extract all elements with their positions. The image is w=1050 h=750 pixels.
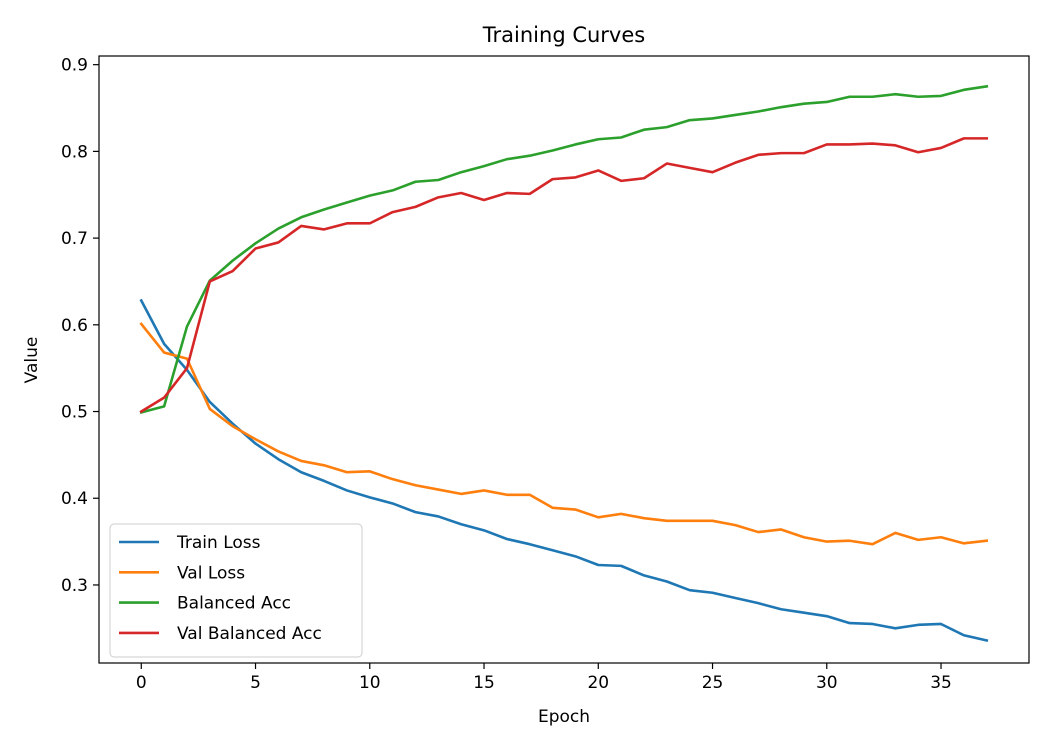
- y-tick-label: 0.9: [61, 56, 88, 76]
- y-tick-label: 0.7: [61, 229, 88, 249]
- y-tick-label: 0.8: [61, 142, 88, 162]
- x-tick-label: 35: [930, 673, 952, 693]
- y-tick-label: 0.3: [61, 576, 88, 596]
- legend-label: Train Loss: [176, 533, 261, 553]
- chart-title: Training Curves: [482, 23, 645, 47]
- legend-label: Val Loss: [177, 563, 245, 583]
- y-tick-label: 0.6: [61, 316, 88, 336]
- legend: Train Loss Val Loss Balanced Acc Val Balanc…: [109, 523, 363, 658]
- plot-area: [98, 55, 1030, 664]
- legend-box: [109, 523, 363, 658]
- x-tick-label: 15: [473, 673, 495, 693]
- x-axis-label: Epoch: [538, 707, 590, 727]
- x-tick-label: 10: [359, 673, 381, 693]
- x-axis: 0 5 10 15 20 25 30 35: [136, 663, 952, 693]
- y-axis-label: Value: [22, 337, 42, 384]
- plot-frame: [98, 55, 1030, 664]
- series-line-val-loss: [139, 322, 989, 546]
- x-tick-label: 20: [587, 673, 609, 693]
- series-line-train-loss: [139, 298, 989, 643]
- y-tick-label: 0.5: [61, 403, 88, 423]
- legend-label: Balanced Acc: [177, 594, 291, 614]
- series-line-balanced-acc: [139, 84, 989, 414]
- x-tick-label: 30: [816, 673, 838, 693]
- x-tick-label: 5: [250, 673, 261, 693]
- series-line-val-balanced-acc: [139, 137, 989, 414]
- y-tick-label: 0.4: [61, 489, 88, 509]
- legend-label: Val Balanced Acc: [177, 624, 322, 644]
- y-axis: 0.3 0.4 0.5 0.6 0.7 0.8 0.9: [61, 56, 99, 596]
- x-tick-label: 25: [702, 673, 724, 693]
- x-tick-label: 0: [136, 673, 147, 693]
